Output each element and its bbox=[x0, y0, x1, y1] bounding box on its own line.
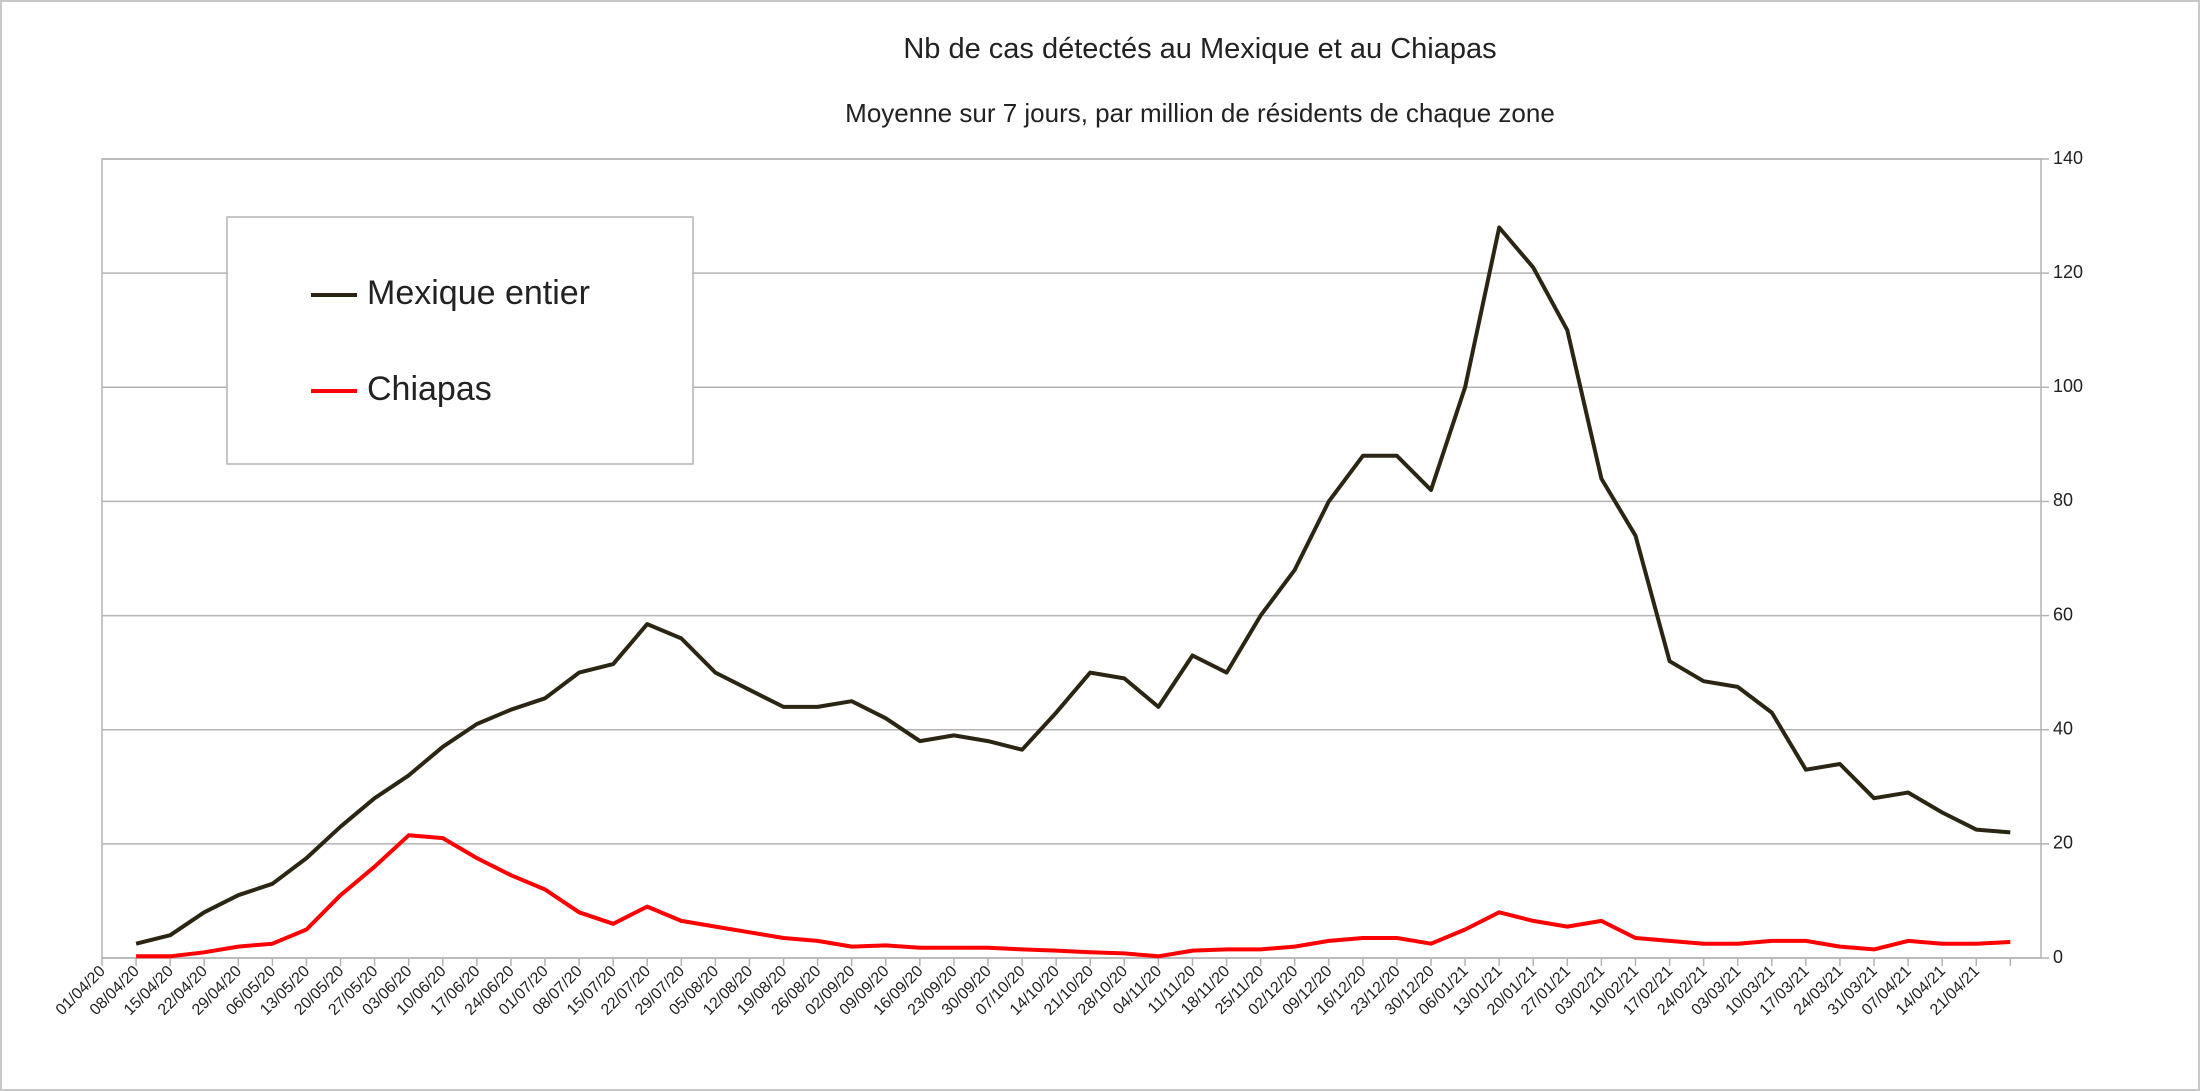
y-tick-label: 0 bbox=[2053, 947, 2063, 967]
chart-title: Nb de cas détectés au Mexique et au Chia… bbox=[903, 33, 1496, 65]
y-tick-label: 120 bbox=[2053, 262, 2083, 282]
legend-box bbox=[226, 216, 694, 465]
legend-label: Chiapas bbox=[367, 370, 492, 408]
y-tick-label: 80 bbox=[2053, 490, 2073, 510]
legend: Mexique entier Chiapas bbox=[226, 216, 694, 465]
y-tick-label: 20 bbox=[2053, 833, 2073, 853]
series-line bbox=[135, 225, 2011, 946]
y-tick-label: 60 bbox=[2053, 604, 2073, 624]
y-tick-label: 40 bbox=[2053, 718, 2073, 738]
legend-label: Mexique entier bbox=[367, 274, 590, 312]
y-tick-label: 140 bbox=[2053, 148, 2083, 168]
y-tick-label: 100 bbox=[2053, 376, 2083, 396]
series-line bbox=[136, 833, 2011, 959]
chart-subtitle: Moyenne sur 7 jours, par million de rési… bbox=[845, 98, 1555, 128]
